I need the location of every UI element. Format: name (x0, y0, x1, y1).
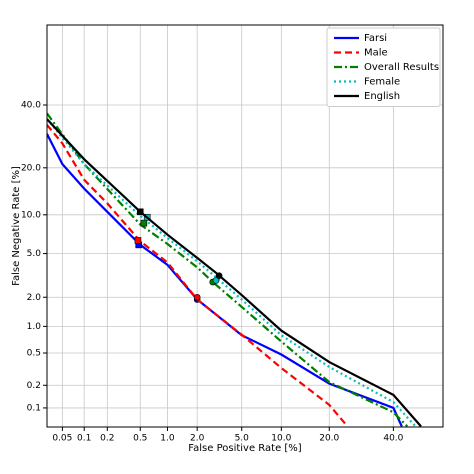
y-tick-label: 10.0 (21, 210, 41, 220)
marker (215, 272, 223, 280)
legend-box (326, 27, 441, 107)
marker (136, 208, 144, 216)
series-line (47, 118, 422, 427)
y-axis-label: False Negative Rate [%] (11, 166, 22, 286)
ticks: 0.05 0.1 0.2 0.5 1.0 2.0 5.0 10.0 20.0 40.0 0.1 0.2… (21, 101, 404, 444)
legend: Farsi Male Overall Results Female English (326, 27, 441, 107)
y-tick-label: 40.0 (21, 101, 41, 111)
x-tick-label: 0.2 (100, 434, 114, 444)
x-tick-label: 0.05 (52, 434, 72, 444)
plot-area (47, 112, 422, 427)
x-tick-label: 1.0 (160, 434, 175, 444)
legend-label: Male (364, 48, 388, 59)
x-tick-label: 0.5 (133, 434, 147, 444)
y-tick-label: 0.5 (27, 349, 41, 359)
legend-label: English (364, 91, 400, 102)
marker (140, 219, 148, 227)
legend-label: Female (364, 77, 400, 88)
x-tick-label: 5.0 (235, 434, 250, 444)
y-tick-label: 1.0 (27, 322, 42, 332)
marker (193, 293, 201, 301)
series-line (47, 112, 409, 427)
y-tick-label: 2.0 (27, 293, 42, 303)
x-tick-label: 2.0 (190, 434, 205, 444)
y-tick-label: 20.0 (21, 163, 41, 173)
plot-frame (46, 24, 444, 428)
series-line (47, 118, 417, 427)
legend-label: Farsi (364, 33, 387, 44)
marker (134, 237, 142, 244)
y-tick-label: 0.1 (27, 403, 41, 413)
x-tick-label: 40.0 (383, 434, 403, 444)
x-axis-label: False Positive Rate [%] (188, 443, 302, 454)
x-tick-label: 20.0 (319, 434, 339, 444)
legend-label: Overall Results (364, 62, 439, 73)
y-tick-label: 5.0 (27, 249, 42, 259)
x-tick-label: 0.1 (77, 434, 91, 444)
marker (212, 277, 220, 284)
y-tick-label: 0.2 (27, 381, 41, 391)
x-tick-label: 10.0 (271, 434, 291, 444)
